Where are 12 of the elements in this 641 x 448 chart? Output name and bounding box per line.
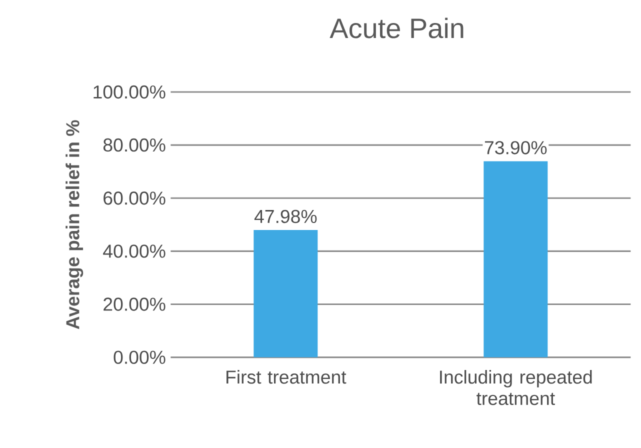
y-tick-label: 80.00% [103,138,166,152]
y-tick-label: 0.00% [114,350,166,364]
x-tick-label: Including repeated treatment [440,370,592,406]
chart-title: Acute Pain [330,18,464,38]
data-label: 47.98% [254,210,317,224]
y-tick-label: 40.00% [103,244,166,258]
y-tick-label: 20.00% [104,298,166,311]
y-axis-title: Average pain relief in % [66,120,84,330]
data-label: 73.90% [484,141,547,154]
x-tick-label: First treatment [226,370,346,384]
y-tick-label: 60.00% [104,192,166,205]
y-tick-label: 100.00% [94,85,166,99]
